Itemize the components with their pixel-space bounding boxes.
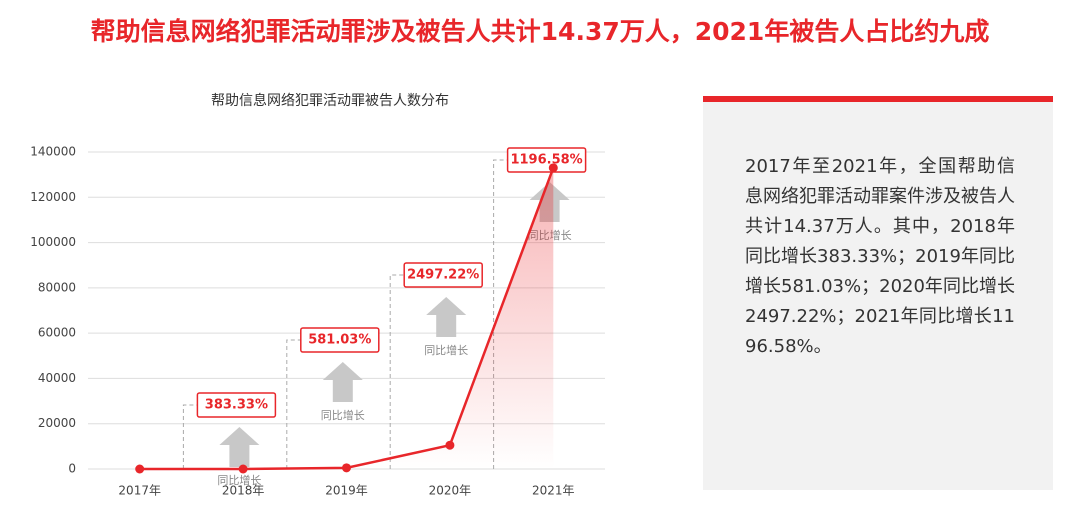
annotation-label: 581.03% (308, 333, 371, 348)
annotation-bracket (286, 339, 301, 469)
y-tick-label: 100000 (30, 235, 76, 249)
y-tick-label: 20000 (38, 416, 76, 430)
line-area (139, 167, 554, 469)
chart-title: 帮助信息网络犯罪活动罪被告人数分布 (211, 92, 449, 109)
annotation-note: 同比增长 (424, 343, 468, 357)
growth-arrow (219, 427, 260, 467)
annotation-label: 1196.58% (510, 153, 582, 168)
page-title: 帮助信息网络犯罪活动罪涉及被告人共计14.37万人，2021年被告人占比约九成 (90, 17, 990, 46)
point (135, 464, 145, 474)
y-tick-label: 120000 (30, 190, 76, 204)
point (445, 440, 455, 450)
point (548, 163, 558, 173)
growth-arrow (426, 297, 467, 337)
x-tick-label: 2017年 (118, 484, 161, 498)
annotation-bracket (389, 274, 405, 469)
annotation-box (403, 262, 483, 288)
annotation-box (196, 392, 277, 418)
annotation-bracket (182, 404, 198, 469)
annotation-note: 同比增长 (217, 473, 261, 487)
annotation-label: 383.33% (205, 398, 268, 413)
annotation-note: 同比增长 (321, 408, 365, 422)
y-tick-label: 60000 (38, 326, 76, 340)
x-tick-label: 2019年 (325, 484, 368, 498)
annotation-box (300, 327, 380, 353)
y-tick-label: 140000 (30, 145, 76, 159)
point (342, 463, 351, 473)
y-tick-label: 0 (68, 462, 76, 476)
annotation-box (506, 147, 587, 173)
x-tick-label: 2018年 (222, 484, 265, 498)
side-text: 2017年至2021年，全国帮助信息网络犯罪活动罪案件涉及被告人共计14.37万… (745, 156, 1015, 357)
point (238, 464, 248, 474)
annotation-bracket (493, 159, 508, 469)
annotation-label: 2497.22% (407, 268, 479, 283)
side-panel: 2017年至2021年，全国帮助信息网络犯罪活动罪案件涉及被告人共计14.37万… (703, 96, 1053, 490)
x-tick-label: 2021年 (532, 484, 575, 498)
growth-arrow (322, 362, 363, 402)
x-tick-label: 2020年 (429, 484, 472, 498)
y-tick-label: 40000 (38, 371, 76, 385)
y-tick-label: 80000 (38, 280, 76, 294)
chart: 帮助信息网络犯罪活动罪被告人数分布 0 20000 40000 60000 80000 1… (30, 92, 605, 498)
